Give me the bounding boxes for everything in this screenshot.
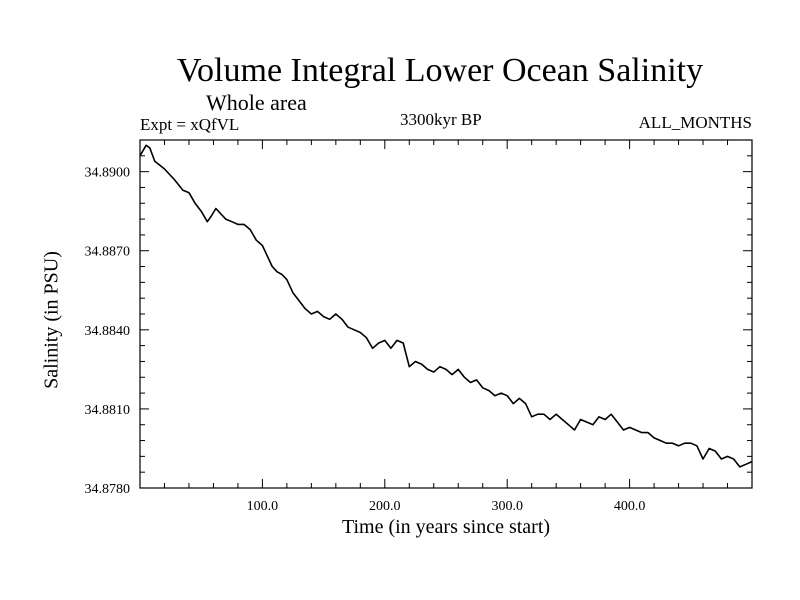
experiment-label: Expt = xQfVL [140, 115, 240, 134]
x-axis-label: Time (in years since start) [341, 516, 551, 538]
y-tick-label: 34.8900 [85, 166, 131, 181]
y-tick-label: 34.8780 [85, 482, 131, 497]
months-label: ALL_MONTHS [638, 113, 752, 132]
salinity-series-line [139, 144, 753, 468]
y-tick-label: 34.8810 [85, 403, 131, 418]
x-tick-label: 200.0 [369, 499, 401, 514]
x-tick-label: 400.0 [614, 499, 646, 514]
x-tick-label: 100.0 [247, 499, 279, 514]
plot-frame [139, 139, 753, 489]
x-tick-label: 300.0 [491, 499, 523, 514]
chart-subtitle: Whole area [206, 90, 307, 115]
period-label: 3300kyr BP [400, 110, 482, 129]
y-tick-label: 34.8840 [85, 324, 131, 339]
y-tick-label: 34.8870 [85, 245, 131, 260]
chart-title: Volume Integral Lower Ocean Salinity [176, 52, 704, 89]
